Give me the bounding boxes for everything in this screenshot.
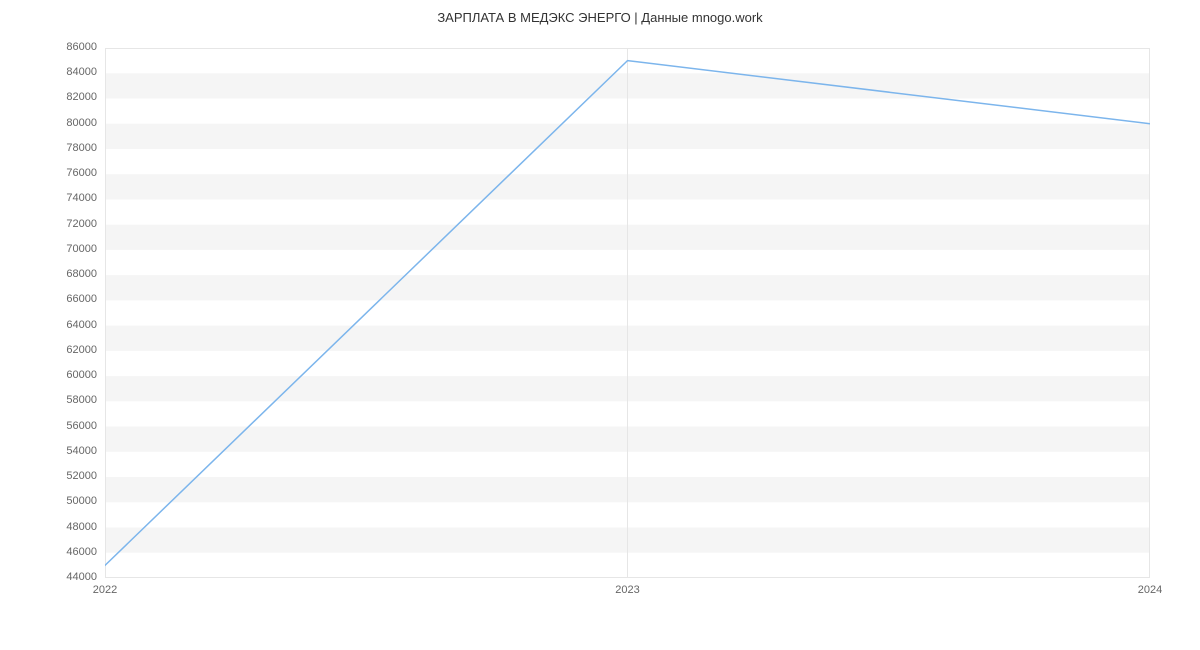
x-tick-label: 2022 bbox=[75, 584, 135, 596]
plot-svg bbox=[105, 48, 1150, 578]
y-tick-label: 76000 bbox=[37, 167, 97, 179]
x-tick-label: 2023 bbox=[598, 584, 658, 596]
y-tick-label: 78000 bbox=[37, 142, 97, 154]
y-tick-label: 86000 bbox=[37, 41, 97, 53]
y-tick-label: 64000 bbox=[37, 319, 97, 331]
y-tick-label: 82000 bbox=[37, 91, 97, 103]
salary-line-chart: ЗАРПЛАТА В МЕДЭКС ЭНЕРГО | Данные mnogo.… bbox=[0, 0, 1200, 650]
y-tick-label: 70000 bbox=[37, 243, 97, 255]
y-tick-label: 56000 bbox=[37, 420, 97, 432]
y-tick-label: 58000 bbox=[37, 394, 97, 406]
y-tick-label: 62000 bbox=[37, 344, 97, 356]
x-tick-label: 2024 bbox=[1120, 584, 1180, 596]
y-tick-label: 80000 bbox=[37, 117, 97, 129]
y-tick-label: 74000 bbox=[37, 192, 97, 204]
y-tick-label: 50000 bbox=[37, 495, 97, 507]
y-tick-label: 48000 bbox=[37, 521, 97, 533]
y-tick-label: 72000 bbox=[37, 218, 97, 230]
y-tick-label: 60000 bbox=[37, 369, 97, 381]
y-tick-label: 66000 bbox=[37, 293, 97, 305]
y-tick-label: 52000 bbox=[37, 470, 97, 482]
y-tick-label: 46000 bbox=[37, 546, 97, 558]
y-tick-label: 44000 bbox=[37, 571, 97, 583]
y-tick-label: 68000 bbox=[37, 268, 97, 280]
chart-title: ЗАРПЛАТА В МЕДЭКС ЭНЕРГО | Данные mnogo.… bbox=[0, 10, 1200, 25]
plot-area bbox=[105, 48, 1150, 578]
y-tick-label: 84000 bbox=[37, 66, 97, 78]
y-tick-label: 54000 bbox=[37, 445, 97, 457]
